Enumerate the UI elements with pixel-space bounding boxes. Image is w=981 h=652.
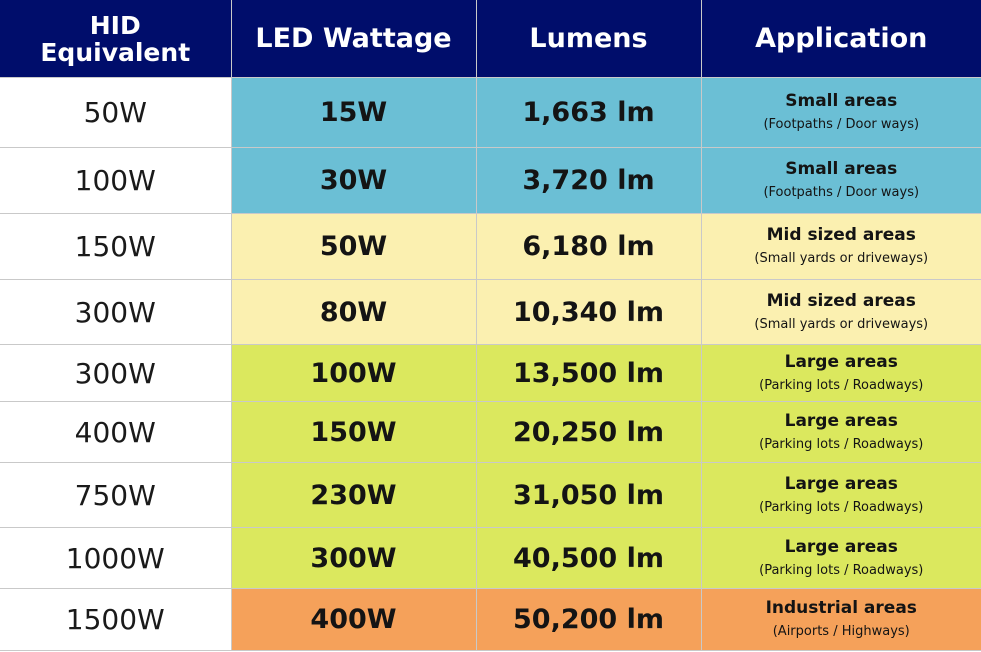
application-title: Large areas	[784, 351, 898, 372]
lumens-cell: 10,340 lm	[475, 279, 702, 345]
hid-cell: 1500W	[0, 588, 232, 651]
hid-cell: 750W	[0, 462, 232, 528]
application-subtitle: (Small yards or driveways)	[754, 316, 929, 332]
led-wattage-cell: 400W	[230, 588, 477, 651]
led-wattage-cell: 100W	[230, 344, 477, 402]
application-subtitle: (Airports / Highways)	[772, 624, 910, 639]
application-title: Small areas	[785, 159, 898, 179]
header-hid-line2: Equivalent	[40, 37, 191, 67]
led-wattage-cell: 15W	[230, 77, 477, 148]
lumens-cell: 20,250 lm	[475, 401, 702, 463]
led-wattage-cell: 50W	[230, 213, 477, 280]
hid-cell: 50W	[0, 77, 232, 148]
application-title: Industrial areas	[765, 598, 917, 618]
led-wattage-cell: 150W	[230, 401, 477, 463]
header-application: Application	[700, 0, 981, 78]
application-cell: Large areas (Parking lots / Roadways)	[700, 527, 981, 589]
header-hid-line1: HID	[89, 10, 141, 40]
table-row: 1000W 300W 40,500 lm Large areas (Parkin…	[0, 527, 981, 589]
table-row: 50W 15W 1,663 lm Small areas (Footpaths …	[0, 77, 981, 148]
lumens-cell: 6,180 lm	[475, 213, 702, 280]
lumens-cell: 50,200 lm	[475, 588, 702, 651]
lumens-cell: 31,050 lm	[475, 462, 702, 528]
table-row: 300W 100W 13,500 lm Large areas (Parking…	[0, 344, 981, 402]
table-row: 1500W 400W 50,200 lm Industrial areas (A…	[0, 588, 981, 651]
hid-cell: 300W	[0, 344, 232, 402]
application-title: Mid sized areas	[766, 225, 916, 245]
table-row: 100W 30W 3,720 lm Small areas (Footpaths…	[0, 147, 981, 214]
application-cell: Industrial areas (Airports / Highways)	[700, 588, 981, 651]
table-row: 400W 150W 20,250 lm Large areas (Parking…	[0, 401, 981, 463]
application-title: Small areas	[785, 91, 898, 111]
hid-cell: 400W	[0, 401, 232, 463]
hid-cell: 300W	[0, 279, 232, 345]
application-cell: Small areas (Footpaths / Door ways)	[700, 147, 981, 214]
application-title: Large areas	[784, 410, 898, 431]
application-subtitle: (Small yards or driveways)	[754, 251, 929, 266]
lumens-cell: 3,720 lm	[475, 147, 702, 214]
hid-cell: 100W	[0, 147, 232, 214]
hid-cell: 150W	[0, 213, 232, 280]
table-row: 150W 50W 6,180 lm Mid sized areas (Small…	[0, 213, 981, 280]
application-cell: Large areas (Parking lots / Roadways)	[700, 462, 981, 528]
hid-cell: 1000W	[0, 527, 232, 589]
application-title: Mid sized areas	[766, 290, 916, 311]
application-cell: Small areas (Footpaths / Door ways)	[700, 77, 981, 148]
header-lumens: Lumens	[475, 0, 702, 78]
led-wattage-cell: 230W	[230, 462, 477, 528]
application-subtitle: (Footpaths / Door ways)	[763, 185, 920, 200]
application-subtitle: (Parking lots / Roadways)	[759, 377, 924, 393]
application-subtitle: (Footpaths / Door ways)	[763, 117, 920, 132]
led-wattage-cell: 300W	[230, 527, 477, 589]
led-wattage-cell: 30W	[230, 147, 477, 214]
application-cell: Mid sized areas (Small yards or driveway…	[700, 279, 981, 345]
table-row: 750W 230W 31,050 lm Large areas (Parking…	[0, 462, 981, 528]
header-hid-equivalent: HID Equivalent	[0, 0, 232, 78]
table-header-row: HID Equivalent LED Wattage Lumens Applic…	[0, 0, 981, 78]
lumens-cell: 1,663 lm	[475, 77, 702, 148]
led-wattage-cell: 80W	[230, 279, 477, 345]
application-title: Large areas	[784, 473, 898, 494]
application-cell: Large areas (Parking lots / Roadways)	[700, 401, 981, 463]
application-subtitle: (Parking lots / Roadways)	[759, 562, 924, 578]
table-row: 300W 80W 10,340 lm Mid sized areas (Smal…	[0, 279, 981, 345]
application-cell: Mid sized areas (Small yards or driveway…	[700, 213, 981, 280]
application-cell: Large areas (Parking lots / Roadways)	[700, 344, 981, 402]
header-led-wattage: LED Wattage	[230, 0, 477, 78]
application-subtitle: (Parking lots / Roadways)	[759, 436, 924, 452]
lumens-cell: 13,500 lm	[475, 344, 702, 402]
lumens-cell: 40,500 lm	[475, 527, 702, 589]
application-title: Large areas	[784, 536, 898, 557]
application-subtitle: (Parking lots / Roadways)	[759, 499, 924, 515]
